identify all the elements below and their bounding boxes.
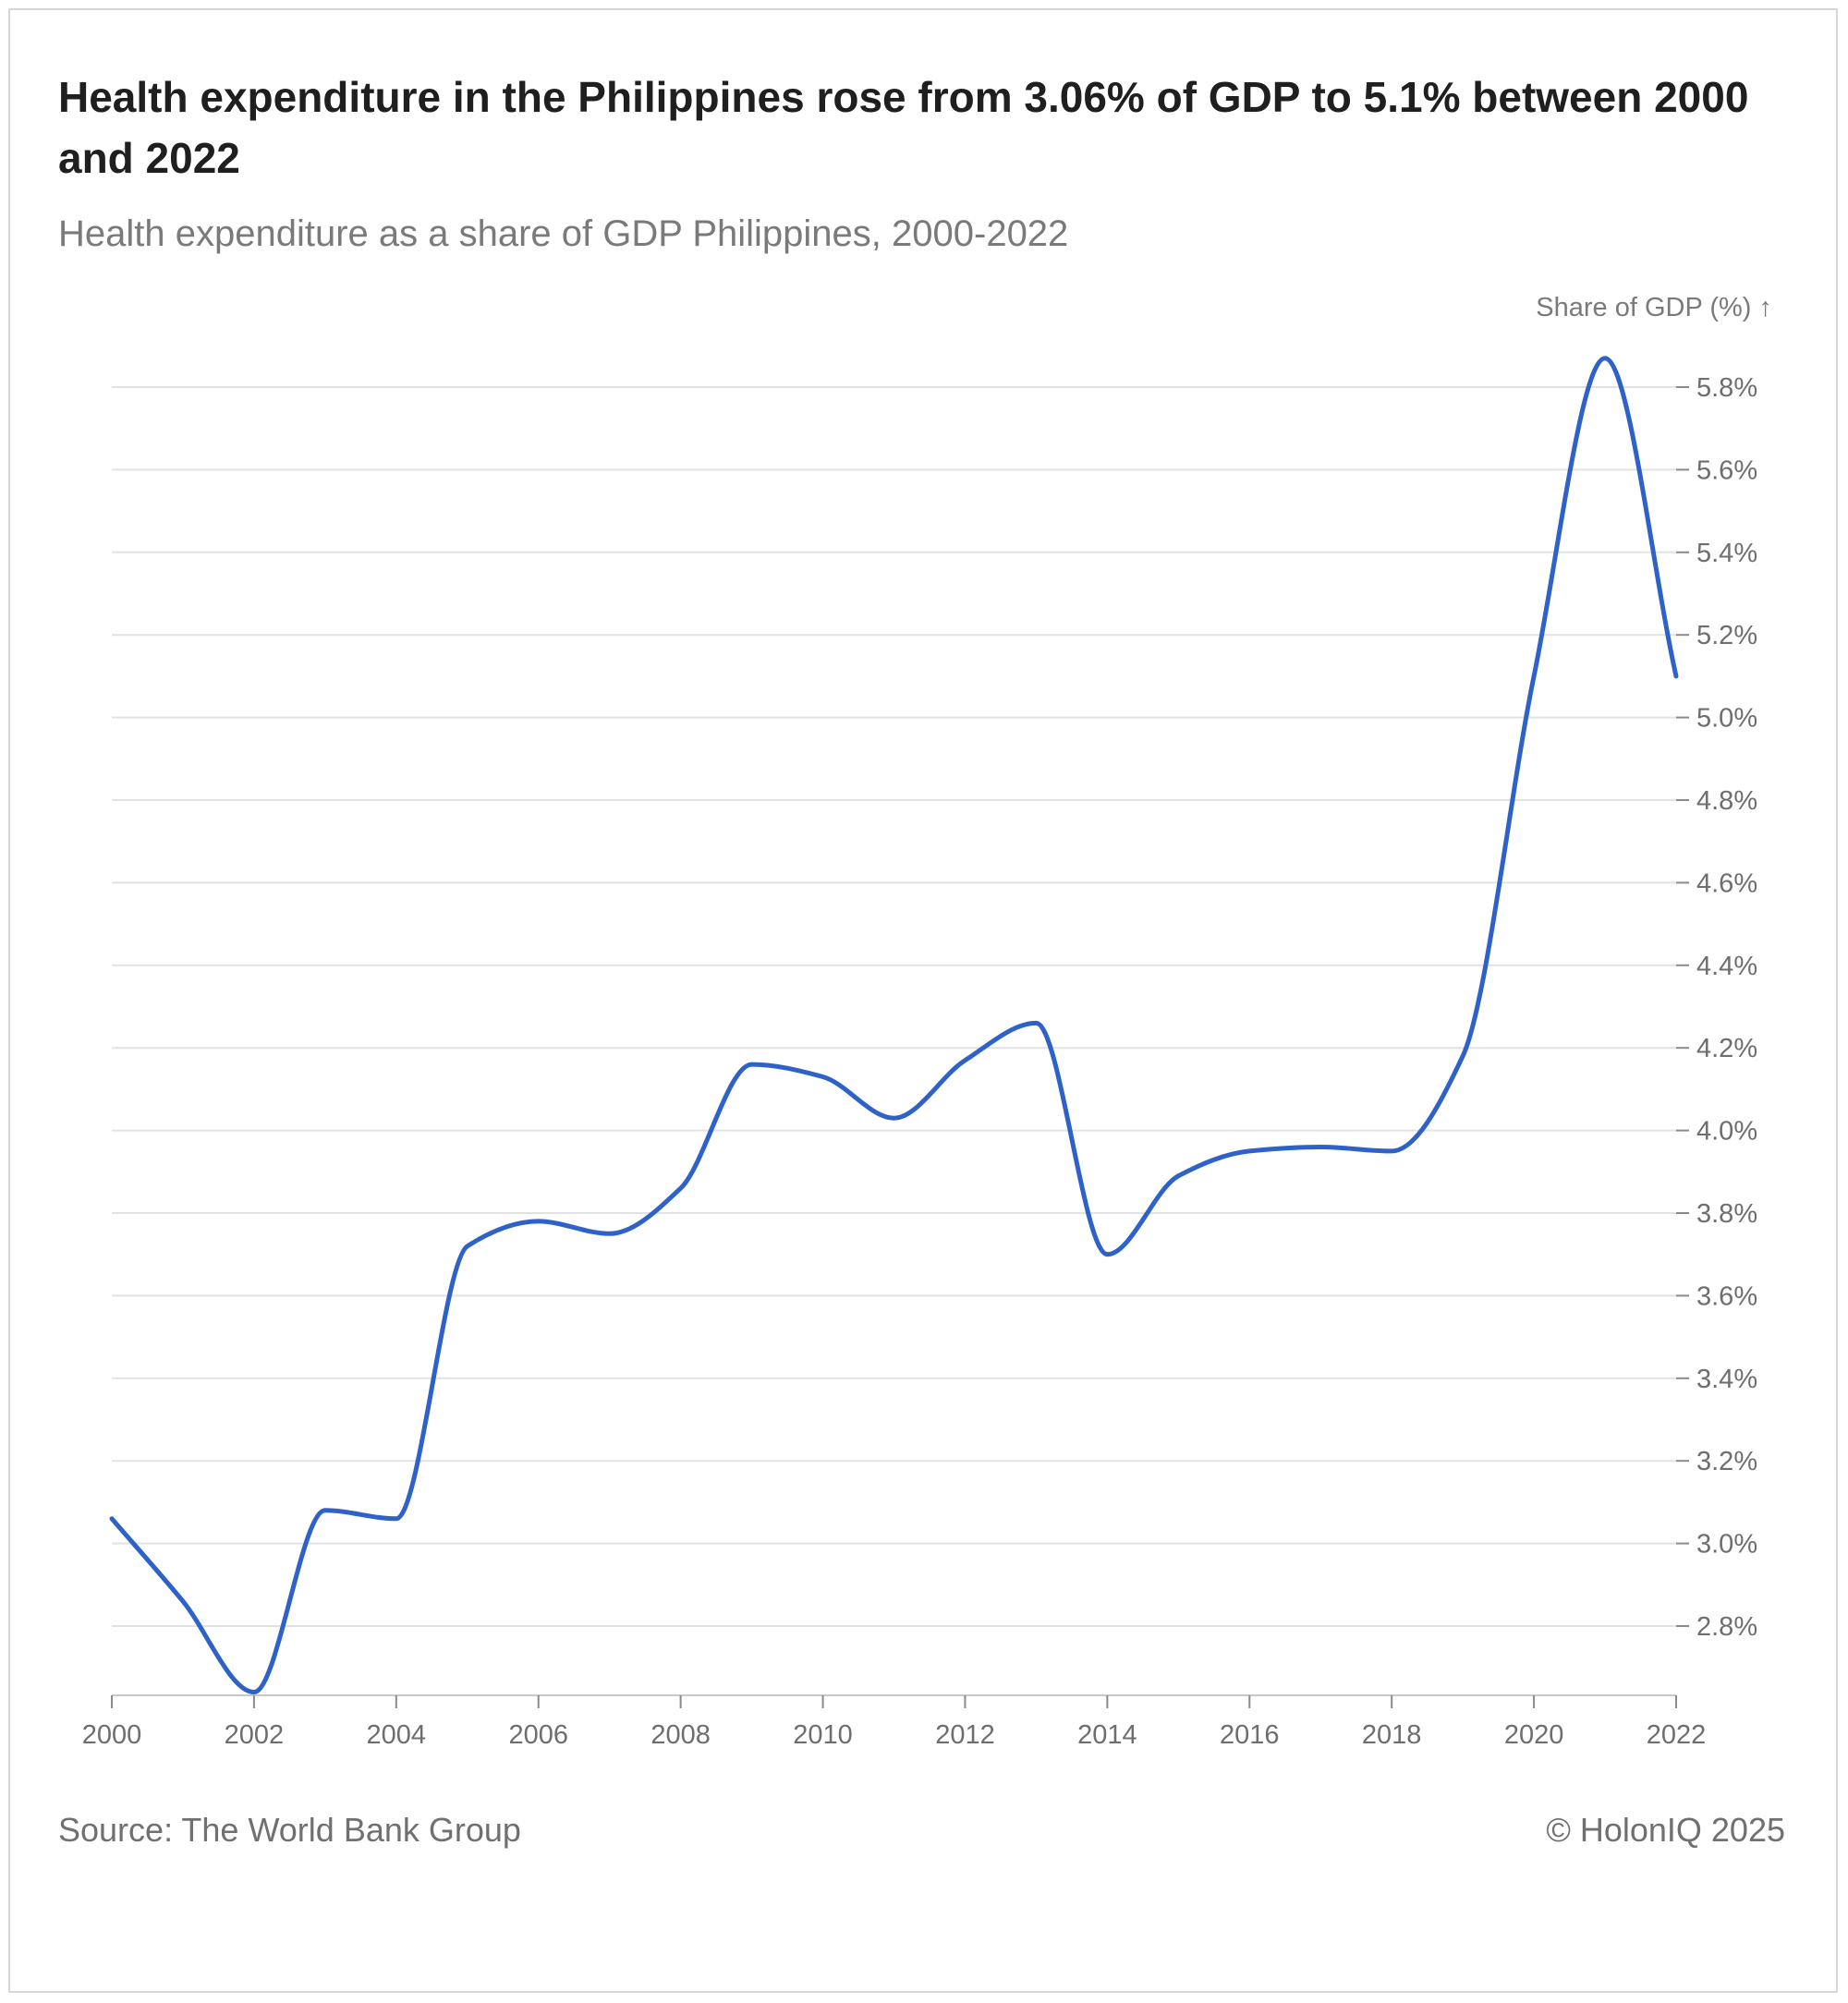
x-tick-label: 2004 <box>367 1720 427 1750</box>
y-tick-label: 5.6% <box>1696 455 1757 485</box>
x-tick-label: 2018 <box>1362 1720 1422 1750</box>
y-tick-label: 4.2% <box>1696 1034 1757 1063</box>
y-tick-label: 4.4% <box>1696 952 1757 981</box>
copyright-note: © HolonIQ 2025 <box>1546 1811 1785 1849</box>
y-tick-label: 4.8% <box>1696 786 1757 816</box>
series-line <box>109 356 1679 1694</box>
y-tick-label: 2.8% <box>1696 1612 1757 1642</box>
y-tick-label: 3.2% <box>1696 1447 1757 1476</box>
x-tick-label: 2022 <box>1647 1720 1707 1750</box>
y-tick-label: 5.0% <box>1696 704 1757 734</box>
x-tick-label: 2014 <box>1077 1720 1137 1750</box>
y-tick-label: 5.8% <box>1696 373 1757 403</box>
x-tick-label: 2010 <box>793 1720 853 1750</box>
x-tick-label: 2002 <box>225 1720 285 1750</box>
x-tick-label: 2006 <box>508 1720 568 1750</box>
y-tick-label: 3.6% <box>1696 1281 1757 1311</box>
y-tick-label: 4.6% <box>1696 868 1757 898</box>
x-tick-label: 2012 <box>935 1720 995 1750</box>
source-note: Source: The World Bank Group <box>58 1811 521 1849</box>
y-tick-label: 3.0% <box>1696 1530 1757 1560</box>
x-tick-label: 2020 <box>1504 1720 1564 1750</box>
x-tick-label: 2016 <box>1220 1720 1280 1750</box>
y-tick-label: 5.4% <box>1696 539 1757 568</box>
y-tick-label: 5.2% <box>1696 621 1757 650</box>
y-tick-label: 4.0% <box>1696 1117 1757 1147</box>
chart-subtitle: Health expenditure as a share of GDP Phi… <box>58 213 1069 254</box>
series-layer <box>109 356 1679 1694</box>
gridlines <box>112 386 1676 1627</box>
chart-card <box>8 8 1838 1993</box>
y-axis: 2.8% 3.0% 3.2% 3.4% 3.6% 3.8% 4.0% 4.2% 4.4% 4.6%… <box>1676 373 1757 1642</box>
chart-title: Health expenditure in the Philippines ro… <box>58 73 1749 182</box>
y-tick-label: 3.4% <box>1696 1365 1757 1394</box>
x-axis: 2000 2002 2004 2006 2008 2010 2012 2014 2016 2018… <box>82 1694 1707 1750</box>
y-axis-title: Share of GDP (%) ↑ <box>1536 293 1772 322</box>
x-tick-label: 2000 <box>82 1720 142 1750</box>
y-tick-label: 3.8% <box>1696 1199 1757 1229</box>
x-tick-label: 2008 <box>650 1720 711 1750</box>
